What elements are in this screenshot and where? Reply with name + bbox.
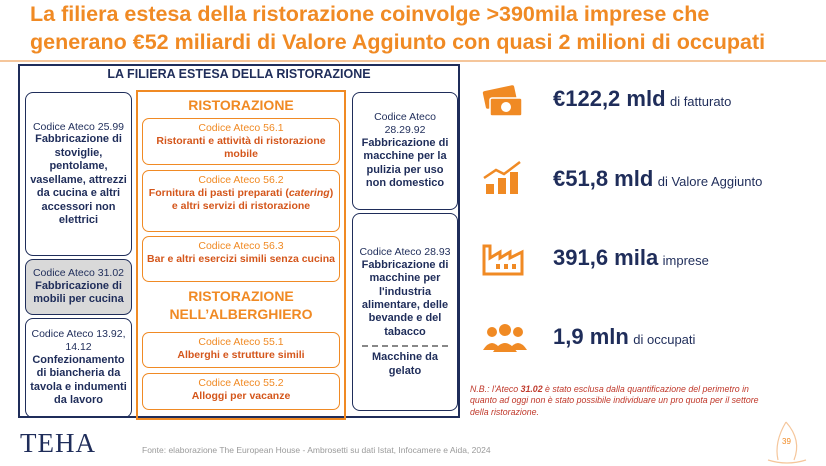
ateco-label: Fabbricazione di stoviglie, pentolame, v…	[30, 133, 127, 226]
group-heading: RISTORAZIONE NELL’ALBERGHIERO	[169, 288, 313, 322]
ristorazione-frame	[136, 90, 346, 420]
divider	[0, 60, 826, 62]
ateco-label: Fabbricazione di macchine per l'industri…	[361, 258, 449, 338]
stat: 1,9 mln di occupati	[553, 324, 695, 350]
people-icon	[483, 324, 527, 352]
note-code: 31.02	[520, 384, 543, 394]
ateco-box: Codice Ateco 55.1 Alberghi e strutture s…	[142, 332, 340, 368]
stat-label: di Valore Aggiunto	[657, 174, 763, 189]
ateco-label: Fabbricazione di mobili per cucina	[33, 279, 124, 306]
logo: TEHA	[20, 428, 96, 458]
title-line: generano €52 miliardi di Valore Aggiunto…	[30, 30, 766, 54]
group-heading: RISTORAZIONE	[188, 97, 294, 113]
ateco-code: Codice Ateco 25.99	[32, 120, 125, 133]
title-line: La filiera estesa della ristorazione coi…	[30, 2, 710, 26]
factory-icon	[482, 244, 524, 276]
ateco-label: Alberghi e strutture simili	[177, 349, 305, 362]
ateco-box: Codice Ateco 25.99 Fabbricazione di stov…	[25, 92, 132, 256]
ateco-box: Codice Ateco 56.2 Fornitura di pasti pre…	[142, 170, 340, 232]
ateco-box: Codice Ateco 31.02 Fabbricazione di mobi…	[25, 259, 132, 315]
diagram-title: LA FILIERA ESTESA DELLA RISTORAZIONE	[107, 67, 371, 81]
stat-label: di fatturato	[669, 94, 732, 109]
ateco-code: Codice Ateco 13.92, 14.12	[31, 328, 126, 354]
diagram-frame	[18, 64, 460, 418]
ateco-label: Confezionamento di biancheria da tavola …	[30, 353, 127, 407]
ateco-label: Ristoranti e attività di ristorazione mo…	[156, 135, 326, 161]
ateco-box: Codice Ateco 28.93 Fabbricazione di macc…	[352, 213, 458, 411]
stat-label: di occupati	[633, 332, 696, 347]
ateco-box: Codice Ateco 13.92, 14.12 Confezionament…	[25, 318, 132, 418]
ateco-code: Codice Ateco 31.02	[32, 267, 125, 280]
stat-label: imprese	[662, 253, 709, 268]
ateco-label: Fabbricazione di macchine per la pulizia…	[361, 136, 449, 190]
ateco-box: Codice Ateco 56.1 Ristoranti e attività …	[142, 118, 340, 165]
stat: €51,8 mld di Valore Aggiunto	[553, 166, 762, 192]
ateco-code: Codice Ateco 56.1	[198, 122, 284, 134]
ateco-box: Codice Ateco 55.2 Alloggi per vacanze	[142, 373, 340, 410]
ateco-box: Codice Ateco 28.29.92 Fabbricazione di m…	[352, 92, 458, 210]
stat: €122,2 mld di fatturato	[553, 86, 731, 112]
source: Fonte: elaborazione The European House -…	[142, 445, 491, 455]
ateco-label: Bar e altri esercizi simili senza cucina	[147, 253, 335, 266]
stat-value: €51,8 mld	[553, 166, 654, 191]
label-part: catering	[288, 187, 330, 200]
label-part: ) e altri servizi di ristorazione	[171, 187, 334, 213]
stat-value: 391,6 mila	[553, 245, 659, 270]
stat-value: €122,2 mld	[553, 86, 666, 111]
ateco-code: Codice Ateco 28.29.92	[374, 111, 436, 137]
page-number: 39	[782, 437, 791, 446]
ateco-code: Codice Ateco 55.1	[198, 336, 284, 348]
label-part: Fornitura di pasti preparati (	[148, 187, 289, 200]
ateco-code: Codice Ateco 28.93	[359, 245, 451, 258]
footnote: N.B.: l'Ateco 31.02 è stato esclusa dall…	[470, 384, 770, 418]
ateco-label: Fornitura di pasti preparati (catering) …	[146, 187, 336, 213]
stat: 391,6 mila imprese	[553, 245, 709, 271]
dashed-separator	[362, 345, 448, 348]
money-icon	[482, 85, 523, 117]
note-text: N.B.: l'Ateco	[470, 384, 521, 394]
ateco-extra: Macchine da gelato	[371, 351, 439, 377]
note-text: è stato esclusa dalla quantificazione de…	[470, 384, 759, 417]
stat-value: 1,9 mln	[553, 324, 629, 349]
sail-icon	[767, 421, 807, 464]
ateco-code: Codice Ateco 55.2	[198, 377, 284, 389]
ateco-code: Codice Ateco 56.2	[198, 174, 284, 186]
ateco-code: Codice Ateco 56.3	[198, 240, 284, 252]
ateco-box: Codice Ateco 56.3 Bar e altri esercizi s…	[142, 236, 340, 282]
ateco-label: Alloggi per vacanze	[191, 390, 291, 403]
growth-icon	[483, 161, 521, 194]
